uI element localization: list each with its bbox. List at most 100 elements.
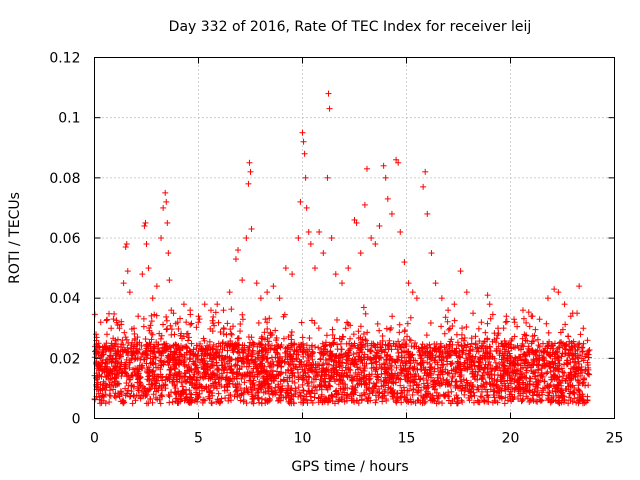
data-point [535, 367, 542, 374]
data-point [372, 241, 379, 248]
data-point [227, 326, 234, 333]
data-point [128, 388, 135, 395]
data-point [347, 335, 354, 342]
data-point [143, 241, 150, 248]
data-point [106, 387, 113, 394]
data-point [413, 295, 420, 302]
data-point [166, 399, 173, 406]
x-tick-label: 20 [502, 431, 520, 447]
data-point [276, 295, 283, 302]
marks-layer [91, 90, 593, 407]
data-point [159, 393, 166, 400]
data-point [574, 310, 581, 317]
y-tick-label: 0.1 [58, 111, 80, 127]
data-point [388, 210, 395, 217]
data-point [243, 235, 250, 241]
data-point [220, 330, 227, 337]
data-point [228, 331, 235, 338]
data-point [585, 348, 592, 355]
data-point [383, 325, 390, 332]
data-point [584, 337, 591, 344]
data-point [405, 280, 412, 287]
data-point [164, 325, 171, 332]
data-point [407, 382, 414, 389]
data-point [237, 328, 244, 335]
data-point [168, 389, 175, 396]
data-point [176, 346, 183, 353]
data-point [295, 235, 302, 241]
data-point [195, 319, 202, 326]
data-point [160, 321, 167, 328]
data-point [486, 301, 493, 308]
data-point [187, 390, 194, 397]
data-point [121, 329, 128, 336]
data-point [339, 280, 346, 287]
data-point [361, 351, 368, 358]
data-point [463, 324, 470, 331]
data-point [526, 323, 533, 330]
data-point [451, 317, 458, 324]
data-point [316, 228, 323, 235]
data-point [376, 327, 383, 334]
data-point [140, 315, 147, 322]
data-point [470, 310, 477, 317]
data-point [565, 333, 572, 340]
data-point [97, 319, 104, 326]
data-point [529, 346, 536, 353]
data-point [332, 271, 339, 278]
data-point [343, 340, 350, 347]
data-point [193, 324, 200, 331]
data-point [277, 378, 284, 385]
data-point [357, 392, 364, 399]
data-point [126, 289, 133, 296]
data-point [110, 316, 117, 323]
data-point [298, 319, 305, 326]
data-point [142, 336, 149, 343]
data-point [124, 268, 131, 275]
data-point [468, 393, 475, 400]
data-point [401, 259, 408, 266]
data-point [445, 326, 452, 333]
data-point [428, 250, 435, 257]
data-point [306, 388, 313, 395]
data-point [468, 335, 475, 342]
data-point [126, 364, 133, 371]
data-point [384, 195, 391, 202]
x-tick-label: 0 [90, 431, 99, 447]
data-point [520, 315, 527, 322]
data-point [350, 351, 357, 358]
data-point [111, 310, 118, 317]
data-point [299, 129, 306, 136]
data-point [459, 325, 466, 332]
data-point [376, 361, 383, 368]
data-point [395, 349, 402, 356]
data-point [231, 393, 238, 400]
data-point [463, 289, 470, 296]
data-point [250, 400, 257, 407]
data-point [106, 399, 113, 406]
data-point [113, 317, 120, 324]
data-point [480, 397, 487, 404]
data-point [196, 381, 203, 388]
data-point [431, 368, 438, 375]
data-point [380, 162, 387, 169]
data-point [427, 319, 434, 326]
data-point [168, 331, 175, 338]
x-tick-label: 25 [606, 431, 624, 447]
data-point [519, 307, 526, 314]
data-point [308, 317, 315, 324]
data-point [163, 317, 170, 324]
data-point [96, 372, 103, 379]
data-point [246, 159, 253, 166]
data-point [524, 338, 531, 345]
data-point [214, 301, 221, 308]
data-point [355, 328, 362, 335]
data-point [288, 328, 295, 335]
data-point [140, 323, 147, 330]
data-point [420, 183, 427, 190]
data-point [424, 210, 431, 217]
data-point [169, 398, 176, 405]
data-point [193, 365, 200, 372]
data-point [320, 250, 327, 257]
data-point [453, 382, 460, 389]
